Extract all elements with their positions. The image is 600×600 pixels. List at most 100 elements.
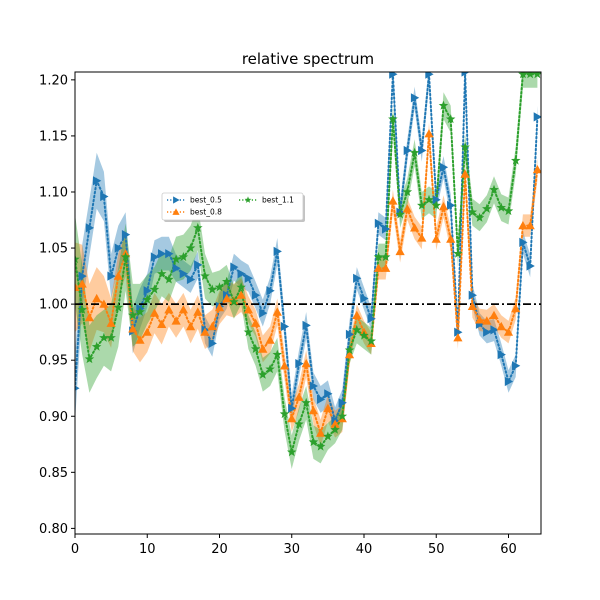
marker-best_0.5 xyxy=(483,327,492,337)
plot-frame xyxy=(74,71,542,535)
marker-best_0.8 xyxy=(482,316,492,325)
marker-best_0.8 xyxy=(171,316,181,325)
marker-best_1.1 xyxy=(511,155,521,165)
marker-best_1.1 xyxy=(532,72,541,79)
marker-best_0.5 xyxy=(490,325,499,335)
marker-best_0.5 xyxy=(75,385,80,391)
marker-best_1.1 xyxy=(373,252,384,262)
marker-best_1.1 xyxy=(171,254,181,264)
marker-best_0.8 xyxy=(243,305,253,314)
marker-best_0.8 xyxy=(272,307,282,316)
marker-best_0.8 xyxy=(258,344,268,353)
marker-best_0.5 xyxy=(454,327,463,337)
marker-best_0.5 xyxy=(288,403,297,413)
marker-best_0.8 xyxy=(265,335,275,344)
x-tick-label: 40 xyxy=(356,542,373,557)
marker-best_0.5 xyxy=(172,263,181,273)
marker-best_1.1 xyxy=(236,282,246,292)
marker-best_1.1 xyxy=(359,330,369,340)
marker-best_0.8 xyxy=(438,202,449,211)
marker-best_0.5 xyxy=(418,145,427,156)
marker-best_0.5 xyxy=(302,320,311,330)
marker-best_0.8 xyxy=(525,221,535,230)
marker-best_0.8 xyxy=(75,282,80,291)
y-tick-label: 1.00 xyxy=(39,298,68,313)
marker-best_1.1 xyxy=(113,302,124,312)
marker-best_0.5 xyxy=(461,72,470,77)
marker-best_1.1 xyxy=(518,72,528,79)
marker-best_0.8 xyxy=(475,315,485,324)
marker-best_1.1 xyxy=(185,243,196,253)
marker-best_0.8 xyxy=(99,299,109,308)
marker-best_0.8 xyxy=(446,234,456,243)
marker-best_1.1 xyxy=(323,431,333,441)
marker-best_1.1 xyxy=(222,276,232,286)
marker-best_0.5 xyxy=(259,308,268,318)
marker-best_1.1 xyxy=(301,397,311,407)
y-tick-label: 1.15 xyxy=(39,129,68,144)
marker-best_1.1 xyxy=(250,344,261,353)
marker-best_0.5 xyxy=(186,274,196,285)
legend-marker-best_0.8 xyxy=(172,208,180,215)
marker-best_0.8 xyxy=(113,271,123,280)
series-markers xyxy=(75,72,541,457)
marker-best_0.8 xyxy=(128,324,138,333)
marker-best_0.8 xyxy=(106,318,116,327)
marker-best_0.5 xyxy=(237,269,246,279)
marker-best_0.5 xyxy=(367,314,376,324)
marker-best_0.8 xyxy=(222,293,232,303)
y-tick-label: 0.95 xyxy=(39,354,68,369)
marker-best_0.8 xyxy=(316,428,326,437)
marker-best_0.8 xyxy=(294,392,304,401)
marker-best_1.1 xyxy=(287,447,297,457)
marker-best_0.5 xyxy=(410,93,420,103)
marker-best_0.5 xyxy=(439,162,449,172)
marker-best_0.8 xyxy=(157,319,167,328)
marker-best_1.1 xyxy=(503,206,514,216)
y-tick-label: 1.05 xyxy=(39,242,68,257)
marker-best_0.8 xyxy=(301,359,311,368)
marker-best_1.1 xyxy=(344,345,355,355)
marker-best_1.1 xyxy=(525,72,535,79)
marker-best_1.1 xyxy=(128,310,138,320)
marker-best_1.1 xyxy=(200,271,210,281)
marker-best_0.5 xyxy=(266,286,275,296)
marker-best_0.5 xyxy=(447,200,456,210)
marker-best_0.5 xyxy=(468,290,477,300)
marker-best_0.5 xyxy=(194,260,203,270)
marker-best_0.5 xyxy=(208,338,217,348)
marker-best_0.5 xyxy=(273,246,282,256)
marker-best_0.5 xyxy=(389,72,398,79)
marker-best_0.8 xyxy=(518,221,528,230)
marker-best_0.5 xyxy=(360,293,369,304)
marker-best_1.1 xyxy=(279,409,290,419)
marker-best_1.1 xyxy=(178,252,189,262)
marker-best_1.1 xyxy=(243,327,254,337)
marker-best_0.8 xyxy=(402,204,412,213)
marker-best_0.5 xyxy=(165,249,174,259)
marker-best_1.1 xyxy=(75,254,80,264)
y-tick-label: 0.80 xyxy=(39,522,68,537)
marker-best_0.8 xyxy=(77,279,87,288)
marker-best_1.1 xyxy=(474,212,485,222)
marker-best_0.8 xyxy=(214,302,225,312)
marker-best_0.8 xyxy=(92,293,102,303)
marker-best_0.5 xyxy=(295,359,304,369)
marker-best_1.1 xyxy=(272,349,282,359)
marker-best_1.1 xyxy=(330,424,340,434)
marker-best_1.1 xyxy=(496,202,506,212)
legend: best_0.5 best_0.8 best_1.1 xyxy=(161,192,305,222)
marker-best_0.5 xyxy=(121,230,131,240)
marker-best_1.1 xyxy=(366,336,376,346)
marker-best_1.1 xyxy=(84,354,95,364)
marker-best_0.8 xyxy=(308,406,318,415)
marker-best_0.5 xyxy=(324,389,333,399)
marker-best_0.8 xyxy=(323,403,333,413)
marker-best_0.5 xyxy=(519,237,528,247)
marker-best_0.8 xyxy=(200,327,210,336)
marker-best_0.8 xyxy=(511,304,521,313)
marker-best_1.1 xyxy=(135,307,145,316)
marker-best_0.5 xyxy=(150,252,160,262)
marker-best_1.1 xyxy=(193,222,203,232)
